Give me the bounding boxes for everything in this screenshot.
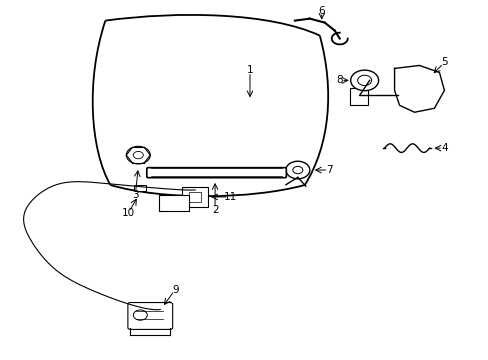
Circle shape [350, 70, 378, 91]
Circle shape [292, 166, 302, 174]
Text: 11: 11 [223, 192, 236, 202]
FancyBboxPatch shape [128, 302, 172, 329]
Text: 6: 6 [318, 6, 325, 15]
Circle shape [357, 75, 371, 86]
Text: 9: 9 [172, 284, 178, 294]
Circle shape [285, 161, 309, 179]
Text: 8: 8 [336, 75, 343, 85]
Text: 2: 2 [211, 205, 218, 215]
Text: 1: 1 [246, 66, 253, 76]
Circle shape [126, 146, 150, 164]
Circle shape [133, 310, 147, 320]
FancyBboxPatch shape [159, 195, 189, 211]
Bar [189, 192, 201, 202]
Text: 5: 5 [440, 58, 447, 67]
FancyBboxPatch shape [182, 187, 208, 207]
Bar [349, 88, 367, 105]
FancyBboxPatch shape [146, 168, 286, 178]
Bar [134, 185, 146, 191]
Text: 10: 10 [122, 208, 135, 218]
Text: 3: 3 [132, 190, 138, 200]
Text: 7: 7 [326, 165, 332, 175]
Circle shape [133, 152, 143, 159]
Text: 4: 4 [440, 143, 447, 153]
